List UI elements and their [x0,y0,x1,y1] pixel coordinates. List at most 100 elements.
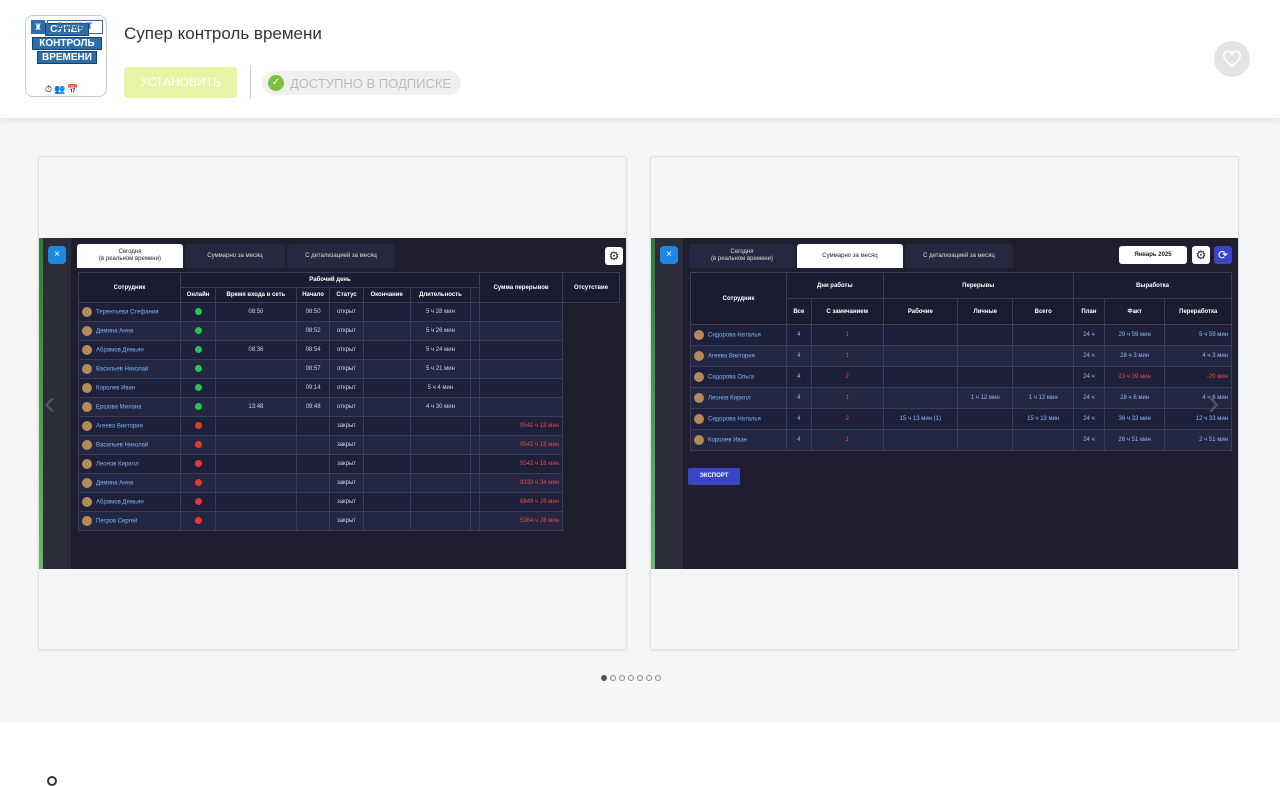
col-start: Начало [295,287,331,303]
days-all: 4 [786,408,812,430]
end-time [362,435,411,455]
table-row[interactable]: Агеева Виктория закрыт 9542 ч 18 мин [78,416,620,436]
pager-dot[interactable] [646,675,652,681]
absence: 6849 ч 26 мин [479,492,563,512]
table-row[interactable]: Сидорова Ольга 4 2 24 ч 23 ч 39 мин -20 мин [690,366,1232,388]
tab-bar-2: Сегодня (в реальном времени) Суммарно за … [689,244,1232,268]
close-icon: × [48,246,66,264]
logo-line-2: КОНТРОЛЬ [32,37,102,50]
table-row[interactable]: Васильев Николай закрыт 9542 ч 18 мин [78,435,620,455]
tab-bar: Сегодня (в реальном времени) Суммарно за … [77,244,620,268]
install-button[interactable]: УСТАНОВИТЬ [124,67,237,98]
duration: 4 ч 30 мин [409,397,472,417]
tab-today[interactable]: Сегодня (в реальном времени) [689,244,795,268]
table-row[interactable]: Демина Анна 08:52 открыт 5 ч 26 мин [78,321,620,341]
logo-line-1: СУПЕР [45,23,89,36]
gallery-card-1[interactable]: × Сегодня (в реальном времени) Суммарно з… [38,156,627,650]
end-time [362,511,411,531]
table-row[interactable]: Королев Иван 09:14 открыт 5 ч 4 мин [78,378,620,398]
table-row[interactable]: Ершова Милана 13:48 09:48 открыт 4 ч 30 мин [78,397,620,417]
duration [409,511,472,531]
logo-mark-icon: ♜ [31,20,45,34]
refresh-icon[interactable]: ⟳ [1214,246,1232,264]
breaks-personal [957,324,1014,346]
breaks-work [882,387,959,409]
employee-name: Абрамов Демьян [78,340,181,360]
login-time [215,321,297,341]
duration: 5 ч 26 мин [409,321,472,341]
online-indicator [179,321,217,341]
table-row[interactable]: Абрамов Демьян закрыт 6849 ч 26 мин [78,492,620,512]
online-indicator [179,416,217,436]
login-time: 08:50 [215,302,297,322]
breaks-sum [470,340,480,360]
pager-dot[interactable] [637,675,643,681]
overtime: 5 ч 59 мин [1164,324,1232,346]
tab-month-detail[interactable]: С детализацией за месяц [905,244,1013,268]
col-duration: Длительность [409,287,472,303]
breaks-total: 15 ч 13 мин [1012,408,1074,430]
avatar [694,372,704,382]
tab-month-summary[interactable]: Суммарно за месяц [185,244,285,268]
col-online: Онлайн [179,287,217,303]
table-row[interactable]: Васильев Николай 08:57 открыт 5 ч 21 мин [78,359,620,379]
tab-month-detail[interactable]: С детализацией за месяц [287,244,395,268]
table-row[interactable]: Петров Сергей закрыт 5364 ч 28 мин [78,511,620,531]
login-time [215,378,297,398]
gallery-card-2[interactable]: × Сегодня (в реальном времени) Суммарно з… [650,156,1239,650]
breaks-sum [470,511,480,531]
status: открыт [329,321,364,341]
table-row[interactable]: Демина Анна закрыт 9333 ч 34 мин [78,473,620,493]
breaks-total [1012,429,1074,451]
table-row[interactable]: Леонов Кирилл закрыт 9542 ч 18 мин [78,454,620,474]
breaks-work [882,324,959,346]
month-selector[interactable]: Январь 2025 [1119,246,1187,264]
days-remarks: 1 [810,324,884,346]
pager-dot[interactable] [619,675,625,681]
table-row[interactable]: Агеева Виктория 4 1 24 ч 28 ч 3 мин 4 ч 3 мин [690,345,1232,367]
export-button[interactable]: ЭКСПОРТ [688,468,740,485]
absence [479,359,563,379]
tab-month-summary[interactable]: Суммарно за месяц [797,244,903,268]
absence [479,321,563,341]
settings-gear-icon[interactable]: ⚙ [1192,246,1210,264]
settings-gear-icon[interactable]: ⚙ [605,247,623,265]
plan: 24 ч [1072,408,1105,430]
breaks-total [1012,366,1074,388]
overtime: 2 ч 51 мин [1164,429,1232,451]
plan: 24 ч [1072,366,1105,388]
pager-dot[interactable] [601,675,607,681]
favorite-button[interactable] [1214,41,1250,77]
prev-arrow-icon[interactable]: ‹ [44,384,56,422]
avatar [694,435,704,445]
pager-dot[interactable] [628,675,634,681]
start-time: 08:50 [295,302,331,322]
table-row[interactable]: Терентьева Стефания 08:50 08:50 открыт 5 ч 2… [78,302,620,322]
status-dot-icon [194,459,202,467]
plan: 24 ч [1072,324,1105,346]
col-fact: Факт [1103,298,1166,325]
status: закрыт [329,435,364,455]
table-row[interactable]: Абрамов Демьян 08:36 08:54 открыт 5 ч 24 мин [78,340,620,360]
employee-name: Леонов Кирилл [78,454,181,474]
table-row[interactable]: Сидорова Наталья 4 1 24 ч 29 ч 59 мин 5 ч 59 … [690,324,1232,346]
employee-name: Ершова Милана [78,397,181,417]
screenshot-today: × Сегодня (в реальном времени) Суммарно з… [39,238,626,569]
pager-dot[interactable] [610,675,616,681]
tab-today[interactable]: Сегодня (в реальном времени) [77,244,183,268]
col-plan: План [1072,298,1105,325]
next-arrow-icon[interactable]: › [1208,384,1220,422]
overtime: 12 ч 33 мин [1164,408,1232,430]
status: открыт [329,340,364,360]
login-time [215,473,297,493]
table-row[interactable]: Королев Иван 4 1 24 ч 26 ч 51 мин 2 ч 51 мин [690,429,1232,451]
pager-dot[interactable] [655,675,661,681]
table-row[interactable]: Сидорова Наталья 4 2 15 ч 13 мин (1) 15 ч 13… [690,408,1232,430]
duration [409,416,472,436]
subscription-label: ДОСТУПНО В ПОДПИСКЕ [290,75,452,91]
status-dot-icon [194,364,202,372]
breaks-sum [470,416,480,436]
breaks-work [882,345,959,367]
avatar [694,351,704,361]
